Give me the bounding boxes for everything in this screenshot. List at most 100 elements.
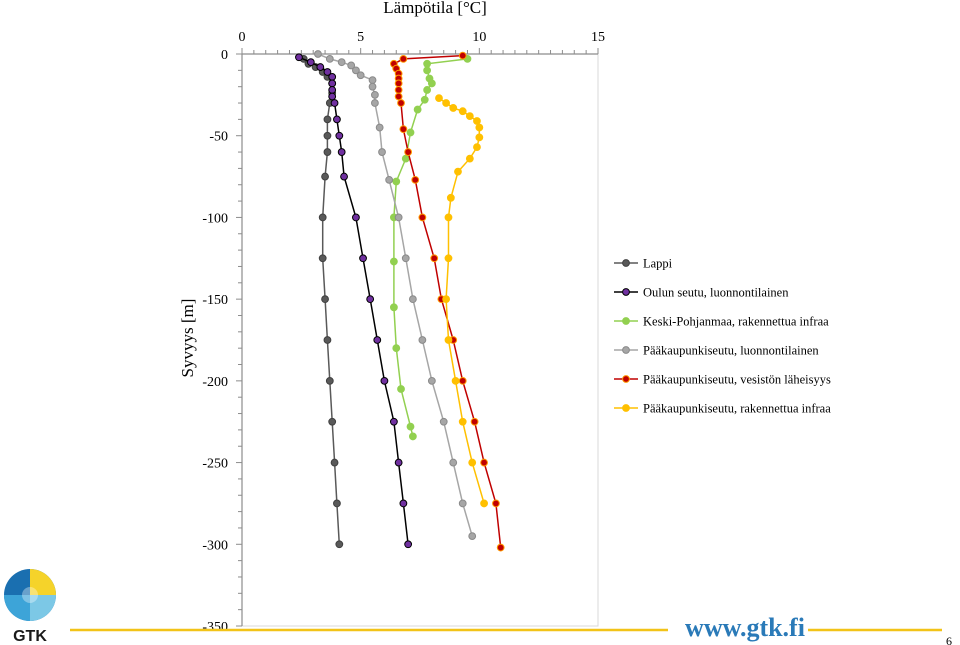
y-tick-label: -50 (209, 130, 228, 145)
data-point (444, 213, 453, 222)
data-point (352, 66, 360, 75)
legend-swatch-marker (622, 317, 630, 325)
data-point (480, 499, 488, 508)
x-tick-label: 5 (357, 30, 364, 45)
data-point (368, 76, 377, 85)
data-point (401, 154, 410, 163)
data-point (420, 95, 429, 104)
data-point (333, 115, 341, 124)
y-tick-label: -100 (202, 211, 228, 226)
data-point (392, 177, 401, 186)
x-tick-label: 15 (591, 30, 605, 45)
x-tick-label: 0 (239, 30, 246, 45)
legend-item: Pääkaupunkiseutu, rakennettua infraa (614, 402, 831, 416)
data-point (408, 432, 417, 441)
data-point (306, 58, 315, 67)
data-point (397, 385, 405, 393)
y-tick-label: -150 (202, 293, 228, 308)
data-point (352, 213, 360, 222)
data-point (371, 99, 379, 107)
data-point (394, 86, 403, 94)
data-point (359, 254, 367, 263)
data-point (389, 303, 398, 312)
data-point (399, 499, 408, 508)
series-5 (389, 51, 505, 552)
x-tick-label: 10 (472, 30, 486, 45)
data-point (458, 417, 467, 426)
data-point (356, 71, 365, 80)
data-point (468, 458, 477, 467)
data-point (451, 376, 460, 385)
series-2 (295, 53, 413, 549)
x-minor-ticks (241, 48, 599, 54)
series-6 (435, 94, 488, 508)
data-point (423, 59, 432, 68)
data-point (413, 105, 422, 114)
gtk-logo-icon: GTK (4, 569, 56, 645)
data-point (323, 336, 332, 344)
data-point (318, 213, 327, 222)
plot-area: 0 5 10 15 0 -50 -100 -150 -200 -250 -300 -350 (202, 30, 605, 635)
data-point (337, 148, 346, 156)
data-point (389, 417, 398, 426)
data-point (475, 133, 484, 142)
data-point (465, 112, 474, 121)
data-point (389, 257, 398, 266)
data-point (325, 55, 334, 63)
data-point (366, 295, 375, 304)
data-point (475, 123, 484, 132)
data-point (328, 86, 337, 94)
y-tick-labels: 0 -50 -100 -150 -200 -250 -300 -350 (202, 48, 228, 635)
data-point (392, 344, 401, 353)
data-point (480, 458, 488, 467)
y-tick-label: -300 (202, 538, 228, 553)
data-point (394, 458, 403, 467)
website-link[interactable]: www.gtk.fi (685, 613, 805, 642)
data-point (394, 79, 403, 88)
data-point (399, 55, 408, 63)
data-point (321, 295, 329, 304)
data-point (423, 86, 432, 94)
legend-label: Pääkaupunkiseutu, rakennettua infraa (643, 402, 831, 416)
y-tick-label: -200 (202, 375, 228, 390)
data-point (411, 175, 420, 184)
data-point (408, 295, 417, 304)
data-point (295, 53, 303, 62)
y-minor-ticks (236, 53, 242, 627)
data-point (385, 175, 394, 184)
legend-item: Lappi (614, 257, 673, 271)
legend: Lappi Oulun seutu, luonnontilainen Keski-P… (614, 257, 831, 416)
data-point (375, 123, 384, 132)
data-point (314, 50, 322, 58)
data-point (335, 131, 344, 140)
data-point (435, 94, 443, 103)
data-point (465, 154, 474, 163)
data-point (323, 115, 332, 124)
data-point (321, 172, 329, 181)
data-point (394, 92, 403, 101)
legend-label: Pääkaupunkiseutu, vesistön läheisyys (643, 373, 831, 387)
x-tick-labels: 0 5 10 15 (239, 30, 606, 45)
y-tick-label: -250 (202, 457, 228, 472)
data-point (323, 68, 332, 76)
legend-item: Pääkaupunkiseutu, vesistön läheisyys (614, 373, 831, 387)
data-point (401, 254, 410, 263)
y-tick-label: 0 (221, 48, 228, 63)
chart-title: Lämpötila [°C] (383, 0, 487, 17)
legend-swatch-marker (622, 404, 630, 412)
legend-item: Pääkaupunkiseutu, luonnontilainen (614, 344, 819, 358)
data-point (368, 82, 377, 91)
data-point (397, 99, 405, 107)
data-point (439, 417, 448, 426)
data-point (458, 499, 467, 508)
legend-swatch-marker (622, 346, 630, 354)
data-point (423, 66, 432, 75)
legend-item: Oulun seutu, luonnontilainen (614, 286, 789, 300)
data-point (442, 295, 451, 304)
legend-label: Keski-Pohjanmaa, rakennettua infraa (643, 315, 829, 329)
data-point (454, 167, 462, 176)
data-point (404, 148, 413, 156)
footer: www.gtk.fi 6 GTK (4, 569, 952, 645)
data-point (325, 376, 334, 385)
